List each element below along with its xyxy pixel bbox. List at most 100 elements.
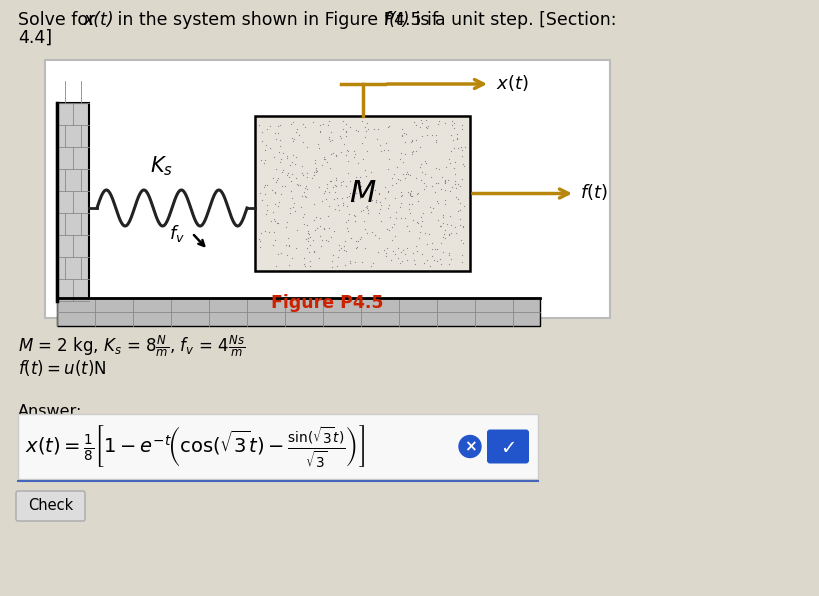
Point xyxy=(360,119,373,128)
Point xyxy=(395,187,408,197)
Point xyxy=(457,238,470,248)
Point xyxy=(360,126,373,136)
Point xyxy=(289,128,302,137)
Point xyxy=(301,229,314,238)
Point xyxy=(430,256,443,266)
Point xyxy=(395,213,408,223)
Point xyxy=(256,195,269,205)
Point xyxy=(422,229,435,238)
Point xyxy=(252,120,265,129)
Point xyxy=(288,207,301,216)
Point xyxy=(414,160,428,169)
Point xyxy=(335,177,348,187)
Point xyxy=(310,224,324,233)
Point xyxy=(305,173,319,183)
Point xyxy=(405,191,418,200)
Point xyxy=(410,189,423,198)
Point xyxy=(438,225,451,235)
Bar xyxy=(45,60,610,318)
Point xyxy=(318,154,331,164)
Point xyxy=(339,237,352,246)
Point xyxy=(418,178,431,187)
Point xyxy=(433,254,446,263)
Point xyxy=(447,123,460,132)
Point xyxy=(446,136,459,145)
Point xyxy=(298,122,311,132)
Point xyxy=(357,154,370,164)
Point xyxy=(349,212,362,221)
Point xyxy=(439,178,452,188)
Point xyxy=(426,238,439,248)
Point xyxy=(437,232,450,241)
Point xyxy=(408,117,421,126)
Point xyxy=(272,147,285,156)
Point xyxy=(403,188,416,198)
Point xyxy=(350,188,363,197)
Point xyxy=(303,232,316,242)
Point xyxy=(396,170,410,179)
Point xyxy=(420,239,433,249)
Point xyxy=(427,255,440,265)
Point xyxy=(414,221,428,231)
Point xyxy=(418,184,431,194)
Point xyxy=(422,121,435,131)
Point xyxy=(289,160,302,169)
Point xyxy=(260,125,274,134)
Point xyxy=(373,190,386,199)
Point xyxy=(340,182,353,191)
Point xyxy=(386,246,399,255)
Point xyxy=(389,179,402,188)
Point xyxy=(454,181,467,191)
Point xyxy=(303,262,316,271)
Point xyxy=(365,195,378,205)
Point xyxy=(450,129,463,139)
Point xyxy=(301,226,314,236)
Point xyxy=(411,188,424,198)
Point xyxy=(286,134,299,143)
Point xyxy=(394,247,407,257)
Point xyxy=(443,159,456,168)
Point xyxy=(315,197,328,206)
Point xyxy=(266,173,279,183)
Point xyxy=(324,136,337,145)
Point xyxy=(337,124,350,134)
Point xyxy=(451,206,464,216)
Point xyxy=(339,126,352,136)
Point xyxy=(439,195,452,205)
Point xyxy=(320,179,333,189)
Point xyxy=(310,163,323,172)
Point xyxy=(361,147,374,156)
Point xyxy=(330,194,343,203)
Point xyxy=(301,168,314,178)
Point xyxy=(420,181,433,190)
Point xyxy=(406,192,419,201)
Point xyxy=(411,218,424,227)
Point xyxy=(432,116,446,126)
Point xyxy=(355,182,368,191)
Point xyxy=(313,182,326,192)
Point xyxy=(256,128,269,137)
Point xyxy=(277,165,290,175)
Point xyxy=(396,157,410,167)
Point xyxy=(438,175,451,185)
Point xyxy=(351,236,364,246)
Point xyxy=(274,154,287,164)
Point xyxy=(382,200,396,210)
Point xyxy=(385,255,398,265)
Point xyxy=(340,218,353,227)
Point xyxy=(353,177,366,187)
Point xyxy=(423,261,437,271)
Point xyxy=(394,259,407,268)
Point xyxy=(281,250,294,260)
Point xyxy=(334,243,347,253)
Point xyxy=(263,143,276,153)
Point xyxy=(405,138,418,147)
Point xyxy=(428,245,441,254)
Point xyxy=(382,186,395,195)
Point xyxy=(281,170,294,180)
Point xyxy=(415,175,428,185)
Point xyxy=(327,226,340,235)
Point xyxy=(337,198,350,207)
Point xyxy=(342,215,355,224)
Point xyxy=(411,197,424,206)
